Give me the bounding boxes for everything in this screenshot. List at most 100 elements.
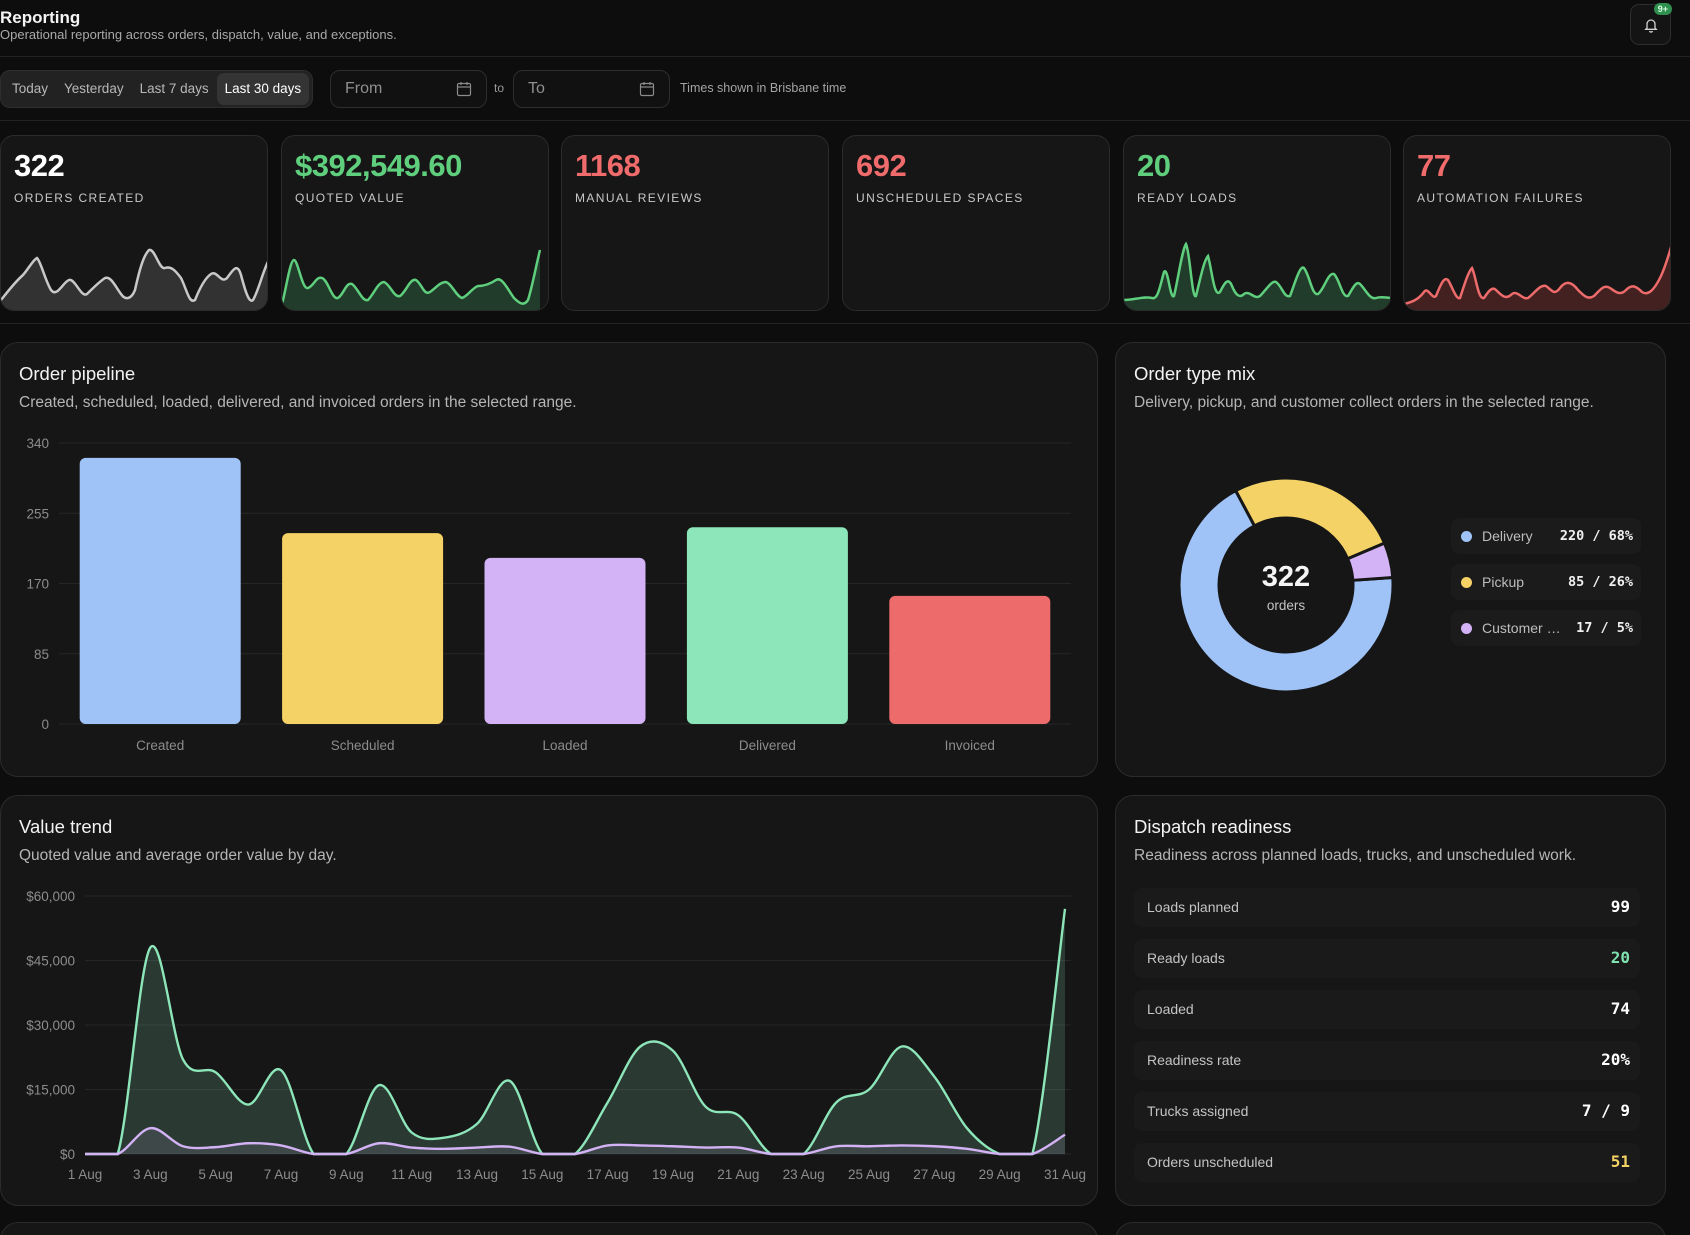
kpi-card-unscheduled-spaces[interactable]: 692 UNSCHEDULED SPACES bbox=[842, 135, 1110, 311]
range-last-30-days-button[interactable]: Last 30 days bbox=[216, 73, 310, 105]
range-last-7-days-button[interactable]: Last 7 days bbox=[139, 81, 209, 96]
legend-dot bbox=[1461, 623, 1472, 634]
to-date-field[interactable]: To bbox=[513, 70, 670, 108]
x-tick-label: 11 Aug bbox=[391, 1167, 432, 1182]
readiness-row-loads-planned: Loads planned 99 bbox=[1134, 888, 1640, 927]
next-panel-edge bbox=[0, 1222, 1098, 1235]
legend-dot bbox=[1461, 531, 1472, 542]
y-tick-label: 170 bbox=[26, 577, 49, 592]
kpi-label: UNSCHEDULED SPACES bbox=[856, 191, 1024, 205]
readiness-label: Loaded bbox=[1147, 1001, 1194, 1017]
filter-bar: Today Yesterday Last 7 days Last 30 days… bbox=[0, 57, 1690, 121]
page-title: Reporting bbox=[0, 8, 81, 27]
x-tick-label: 7 Aug bbox=[264, 1167, 299, 1182]
readiness-value: 20% bbox=[1601, 1050, 1630, 1069]
legend-name: Customer collect bbox=[1482, 620, 1566, 636]
kpi-row: 322 ORDERS CREATED $392,549.60 QUOTED VA… bbox=[0, 135, 1690, 311]
order-type-donut: 322 orders bbox=[1177, 476, 1395, 694]
legend-item-delivery[interactable]: Delivery 220 / 68% bbox=[1451, 518, 1641, 554]
value-trend-chart: $0 $15,000 $30,000 $45,000 $60,000 1 Aug 3 Aug… bbox=[26, 889, 1086, 1182]
readiness-value: 7 / 9 bbox=[1581, 1101, 1630, 1120]
bar bbox=[686, 527, 848, 724]
legend-value: 85 / 26% bbox=[1567, 574, 1633, 590]
x-tick-label: Delivered bbox=[739, 738, 796, 753]
y-tick-label: 255 bbox=[26, 506, 49, 521]
x-tick-label: 21 Aug bbox=[717, 1167, 759, 1182]
panel-title: Value trend bbox=[19, 816, 113, 837]
y-tick-label: $60,000 bbox=[26, 889, 75, 904]
to-date-placeholder: To bbox=[528, 80, 545, 97]
from-date-field[interactable]: From bbox=[330, 70, 487, 108]
readiness-label: Ready loads bbox=[1147, 950, 1225, 966]
x-tick-label: 23 Aug bbox=[783, 1167, 825, 1182]
y-tick-label: $45,000 bbox=[26, 954, 75, 969]
legend-value: 17 / 5% bbox=[1576, 620, 1633, 636]
readiness-row-loaded: Loaded 74 bbox=[1134, 990, 1640, 1029]
bar bbox=[889, 595, 1051, 724]
readiness-row-orders-unscheduled: Orders unscheduled 51 bbox=[1134, 1143, 1640, 1182]
kpi-sparkline-gray bbox=[1, 248, 267, 310]
panel-title: Order pipeline bbox=[19, 363, 136, 384]
date-range-group: Today Yesterday Last 7 days Last 30 days bbox=[0, 70, 314, 108]
y-tick-label: $0 bbox=[60, 1147, 75, 1162]
dispatch-readiness-panel: Dispatch readiness Readiness across plan… bbox=[1115, 795, 1666, 1206]
legend-dot bbox=[1461, 577, 1472, 588]
x-tick-label: 17 Aug bbox=[587, 1167, 629, 1182]
readiness-value: 51 bbox=[1610, 1152, 1630, 1171]
order-type-mix-panel: Order type mix Delivery, pickup, and cus… bbox=[1115, 342, 1666, 777]
donut-slice bbox=[1233, 476, 1387, 561]
bar bbox=[484, 557, 646, 724]
y-tick-label: $15,000 bbox=[26, 1083, 75, 1098]
x-tick-label: 5 Aug bbox=[198, 1167, 233, 1182]
range-today-button[interactable]: Today bbox=[12, 81, 49, 96]
x-tick-label: 1 Aug bbox=[68, 1167, 103, 1182]
kpi-label: QUOTED VALUE bbox=[295, 191, 405, 205]
donut-center-value: 322 bbox=[1262, 561, 1310, 593]
panel-subtitle: Quoted value and average order value by … bbox=[19, 847, 337, 864]
series-area bbox=[85, 1128, 1065, 1154]
x-tick-label: 29 Aug bbox=[979, 1167, 1021, 1182]
to-separator: to bbox=[494, 81, 505, 95]
readiness-row-readiness-rate: Readiness rate 20% bbox=[1134, 1041, 1640, 1080]
donut-slice bbox=[1345, 541, 1395, 582]
kpi-card-manual-reviews[interactable]: 1168 MANUAL REVIEWS bbox=[561, 135, 829, 311]
y-tick-label: 85 bbox=[34, 647, 49, 662]
kpi-label: MANUAL REVIEWS bbox=[575, 191, 703, 205]
readiness-row-ready-loads: Ready loads 20 bbox=[1134, 939, 1640, 978]
kpi-label: READY LOADS bbox=[1137, 191, 1238, 205]
timezone-note: Times shown in Brisbane time bbox=[680, 81, 847, 95]
kpi-value: $392,549.60 bbox=[295, 148, 462, 183]
readiness-value: 74 bbox=[1610, 999, 1630, 1018]
readiness-value: 20 bbox=[1610, 948, 1630, 967]
panel-title: Order type mix bbox=[1134, 363, 1256, 384]
page-header: Reporting Operational reporting across o… bbox=[0, 0, 1690, 57]
range-yesterday-button[interactable]: Yesterday bbox=[64, 81, 124, 96]
kpi-value: 692 bbox=[856, 148, 907, 183]
kpi-value: 20 bbox=[1137, 148, 1171, 183]
from-date-placeholder: From bbox=[345, 80, 383, 97]
order-pipeline-panel: Order pipeline Created, scheduled, loade… bbox=[0, 342, 1098, 777]
kpi-label: ORDERS CREATED bbox=[14, 191, 145, 205]
notification-badge: 9+ bbox=[1653, 3, 1672, 15]
kpi-card-automation-failures[interactable]: 77 AUTOMATION FAILURES bbox=[1403, 135, 1671, 311]
legend-item-customer-collect[interactable]: Customer collect 17 / 5% bbox=[1451, 610, 1641, 646]
legend-item-pickup[interactable]: Pickup 85 / 26% bbox=[1451, 564, 1641, 600]
kpi-sparkline-red bbox=[1404, 246, 1670, 310]
notifications-button[interactable]: 9+ bbox=[1630, 3, 1672, 45]
calendar-icon bbox=[456, 82, 472, 97]
series-line bbox=[85, 1126, 1066, 1156]
x-tick-label: 31 Aug bbox=[1044, 1167, 1086, 1182]
readiness-row-trucks-assigned: Trucks assigned 7 / 9 bbox=[1134, 1092, 1640, 1131]
next-panel-edge bbox=[1115, 1222, 1666, 1235]
kpi-card-ready-loads[interactable]: 20 READY LOADS bbox=[1123, 135, 1391, 311]
kpi-card-quoted-value[interactable]: $392,549.60 QUOTED VALUE bbox=[281, 135, 549, 311]
readiness-value: 99 bbox=[1610, 897, 1630, 916]
donut-center-label: orders bbox=[1267, 598, 1306, 613]
panel-subtitle: Created, scheduled, loaded, delivered, a… bbox=[19, 394, 577, 411]
x-tick-label: Invoiced bbox=[945, 738, 995, 753]
readiness-label: Trucks assigned bbox=[1147, 1103, 1249, 1119]
x-tick-label: 3 Aug bbox=[133, 1167, 168, 1182]
panel-subtitle: Readiness across planned loads, trucks, … bbox=[1134, 847, 1577, 864]
kpi-card-orders-created[interactable]: 322 ORDERS CREATED bbox=[0, 135, 268, 311]
readiness-label: Orders unscheduled bbox=[1147, 1154, 1274, 1170]
